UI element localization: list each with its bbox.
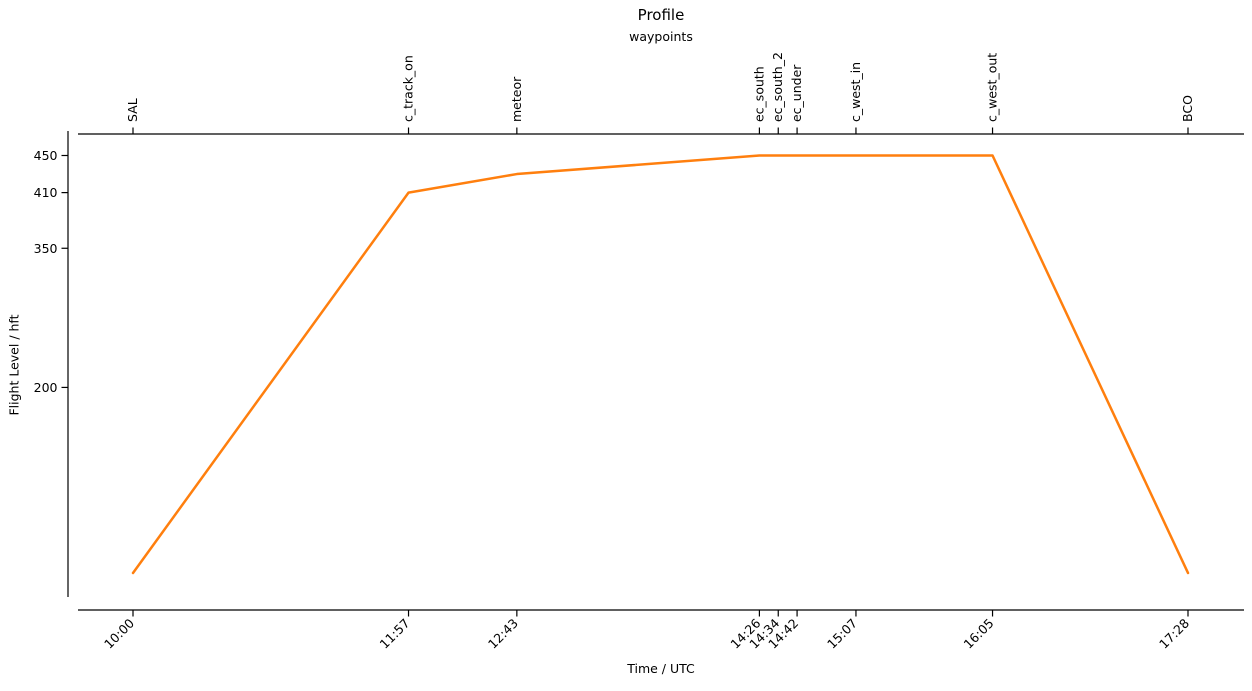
y-tick-label: 350	[34, 241, 58, 256]
y-tick-label: 410	[34, 185, 58, 200]
x-tick-label: 11:57	[377, 616, 413, 652]
x-tick-label: 17:28	[1156, 615, 1192, 651]
x-tick-label: 16:05	[961, 616, 997, 652]
waypoint-label: c_west_in	[848, 62, 863, 122]
waypoint-label: c_track_on	[401, 55, 416, 122]
waypoint-label: ec_under	[789, 64, 804, 122]
top-axis-label: waypoints	[629, 29, 693, 44]
y-tick-label: 200	[34, 380, 58, 395]
waypoint-label: ec_south_2	[770, 52, 785, 122]
x-axis-label: Time / UTC	[627, 661, 695, 676]
x-tick-label: 12:43	[485, 616, 521, 652]
x-tick-label: 10:00	[101, 615, 137, 651]
waypoint-label: ec_south	[751, 66, 766, 122]
profile-line	[131, 154, 1190, 575]
y-tick-label: 450	[34, 148, 58, 163]
chart-title: Profile	[637, 6, 685, 24]
waypoint-label: meteor	[509, 76, 524, 122]
waypoint-label: BCO	[1180, 95, 1195, 122]
waypoint-label: SAL	[125, 98, 140, 122]
x-tick-label: 15:07	[824, 616, 860, 652]
waypoint-label: c_west_out	[985, 53, 1000, 122]
